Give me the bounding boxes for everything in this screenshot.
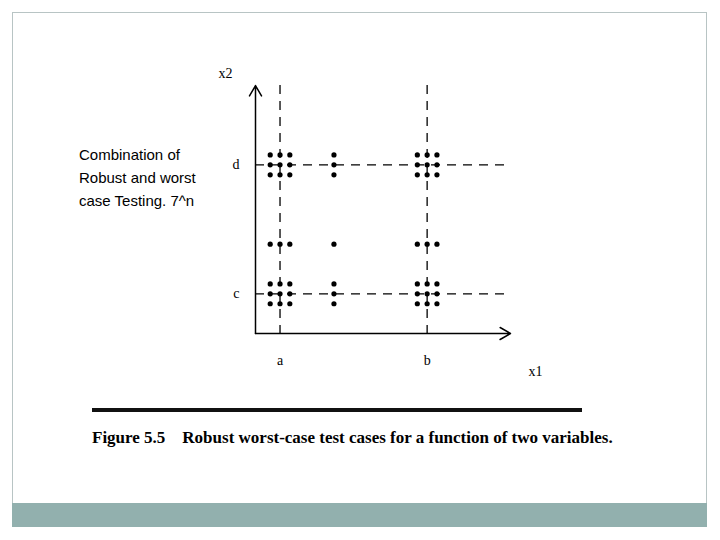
html-text:Figure 5.5 Robust worst-case t: Figure 5.5 Robust worst-case test cases … (92, 428, 613, 447)
svg-text:x2: x2 (219, 66, 233, 81)
svg-text:c: c (233, 286, 239, 301)
svg-text:b: b (424, 353, 431, 368)
svg-text:x1: x1 (529, 364, 543, 379)
svg-text:a: a (277, 353, 284, 368)
html-text:Combination of Robust and wors: Combination of Robust and worst case Tes… (79, 146, 196, 209)
svg-text:d: d (233, 157, 240, 172)
